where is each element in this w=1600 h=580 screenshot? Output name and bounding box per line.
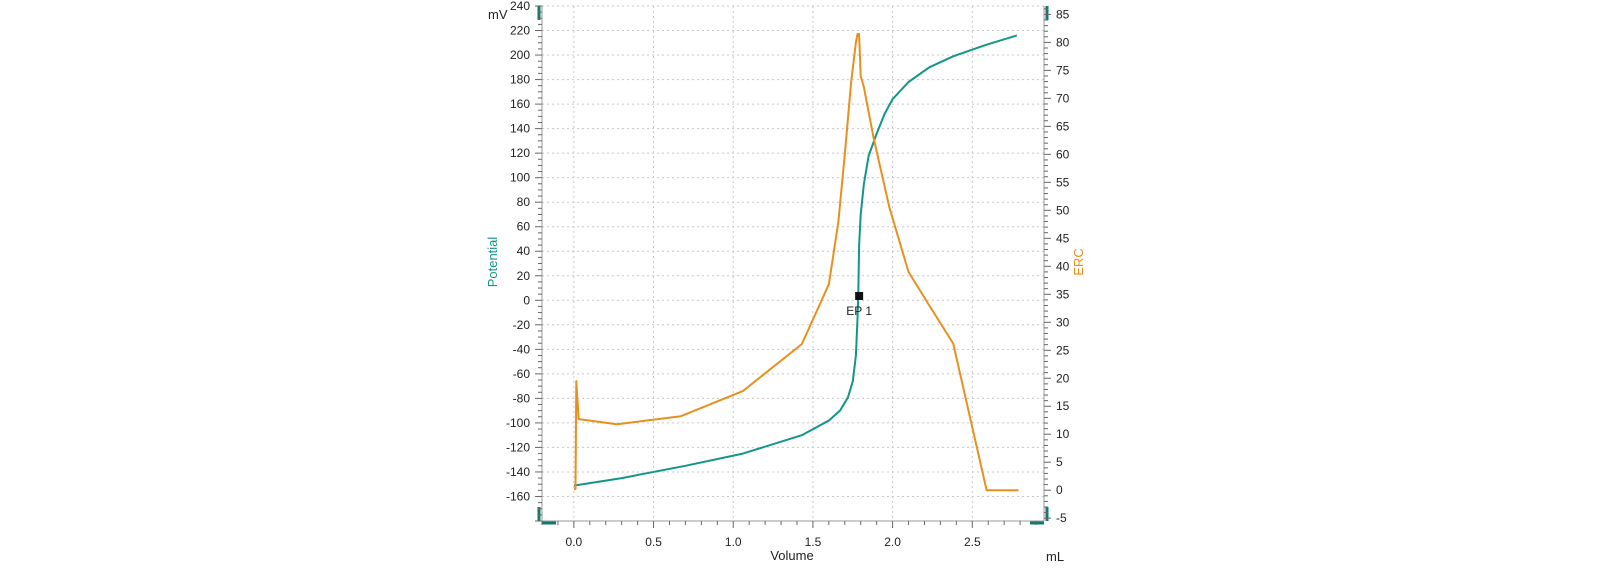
y-left-tick-label: 20 — [517, 269, 531, 283]
y-left-tick-label: -60 — [513, 367, 531, 381]
y-right-tick-label: 75 — [1056, 63, 1070, 77]
y-right-tick-label: 60 — [1056, 147, 1070, 161]
y-left-tick-label: 200 — [510, 48, 530, 62]
x-axis-title: Volume — [770, 548, 813, 563]
y-right-tick-label: 25 — [1056, 343, 1070, 357]
y-right-tick-label: 80 — [1056, 35, 1070, 49]
y-right-axis-title: ERC — [1071, 248, 1086, 275]
series-line-erc — [573, 33, 1019, 492]
y-left-tick-label: 80 — [517, 195, 531, 209]
y-left-tick-label: -80 — [513, 391, 531, 405]
y-right-tick-label: 35 — [1056, 287, 1070, 301]
y-left-tick-label: -140 — [506, 465, 530, 479]
y-left-tick-label: 60 — [517, 220, 531, 234]
annotations: EP 1 — [846, 291, 872, 318]
y-right-tick-label: 65 — [1056, 119, 1070, 133]
y-left-tick-label: 0 — [523, 293, 530, 307]
y-right-tick-label: 30 — [1056, 315, 1070, 329]
y-left-tick-label: 220 — [510, 24, 530, 38]
endpoint-marker — [855, 291, 864, 300]
axes: 240220200180160140120100806040200-20-40-… — [506, 0, 1070, 549]
y-right-tick-label: 5 — [1056, 455, 1063, 469]
y-left-tick-label: 140 — [510, 122, 530, 136]
y-right-tick-label: 50 — [1056, 203, 1070, 217]
y-right-tick-label: 20 — [1056, 371, 1070, 385]
x-tick-label: 0.0 — [566, 535, 583, 549]
y-left-tick-label: -100 — [506, 416, 530, 430]
y-left-tick-label: 100 — [510, 171, 530, 185]
x-unit-label: mL — [1046, 549, 1064, 564]
y-right-tick-label: 10 — [1056, 427, 1070, 441]
series-lines — [573, 33, 1019, 492]
y-right-tick-label: 45 — [1056, 231, 1070, 245]
y-left-unit-label: mV — [488, 7, 508, 22]
y-left-axis-title: Potential — [485, 237, 500, 288]
y-right-tick-label: 85 — [1056, 7, 1070, 21]
y-left-tick-label: 180 — [510, 73, 530, 87]
y-right-tick-label: 70 — [1056, 91, 1070, 105]
y-left-tick-label: 160 — [510, 97, 530, 111]
grid-lines — [542, 5, 1044, 521]
x-tick-label: 1.0 — [725, 535, 742, 549]
endpoint-label: EP 1 — [846, 304, 872, 318]
y-left-tick-label: -120 — [506, 440, 530, 454]
x-tick-label: 0.5 — [645, 535, 662, 549]
y-left-tick-label: 40 — [517, 244, 531, 258]
y-left-tick-label: 120 — [510, 146, 530, 160]
y-left-tick-label: 240 — [510, 0, 530, 13]
y-right-tick-label: -5 — [1056, 511, 1067, 525]
x-tick-label: 1.5 — [805, 535, 822, 549]
y-left-tick-label: -40 — [513, 342, 531, 356]
y-right-tick-label: 0 — [1056, 483, 1063, 497]
y-left-tick-label: -160 — [506, 489, 530, 503]
x-tick-label: 2.5 — [964, 535, 981, 549]
y-right-tick-label: 15 — [1056, 399, 1070, 413]
series-line-potential — [573, 34, 1018, 487]
y-right-tick-label: 40 — [1056, 259, 1070, 273]
y-right-tick-label: 55 — [1056, 175, 1070, 189]
y-left-tick-label: -20 — [513, 318, 531, 332]
x-tick-label: 2.0 — [884, 535, 901, 549]
